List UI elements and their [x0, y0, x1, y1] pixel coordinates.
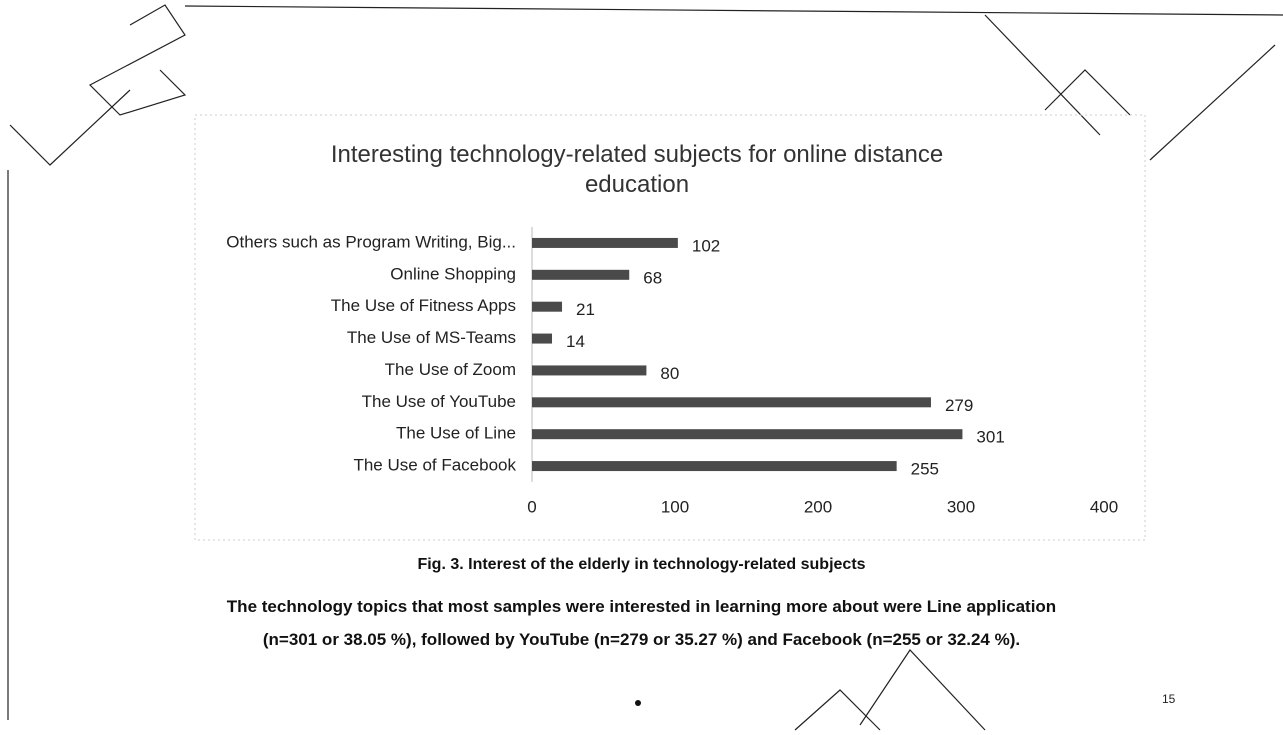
- value-label: 21: [576, 300, 595, 319]
- bar: [532, 237, 678, 248]
- value-label: 80: [660, 364, 679, 383]
- value-label: 102: [692, 236, 720, 255]
- caption: Fig. 3. Interest of the elderly in techn…: [417, 556, 866, 573]
- y-tick-label: The Use of MS-Teams: [347, 328, 516, 347]
- decoration: [7, 4, 1283, 731]
- bar: [532, 333, 553, 344]
- y-tick-label: The Use of YouTube: [362, 392, 516, 411]
- y-tick-label: The Use of Fitness Apps: [331, 296, 516, 315]
- value-label: 68: [643, 268, 662, 287]
- bar: [532, 365, 647, 376]
- bar: [532, 397, 931, 408]
- x-tick-label: 100: [661, 497, 689, 516]
- paragraph-line: (n=301 or 38.05 %), followed by YouTube …: [262, 630, 1021, 649]
- value-label: 255: [911, 460, 939, 479]
- bar: [532, 269, 630, 280]
- y-tick-label: The Use of Line: [396, 424, 516, 443]
- bar: [532, 461, 897, 472]
- value-label: 14: [566, 332, 585, 351]
- x-tick-label: 0: [527, 497, 536, 516]
- chart-title: Interesting technology-related subjects …: [330, 141, 944, 198]
- page-number: 15: [1162, 692, 1176, 706]
- x-tick-label: 300: [947, 497, 975, 516]
- y-tick-label: Online Shopping: [390, 264, 516, 283]
- dot: [635, 700, 641, 706]
- y-tick-label: The Use of Facebook: [353, 456, 516, 475]
- y-tick-label: The Use of Zoom: [385, 360, 516, 379]
- y-tick-label: Others such as Program Writing, Big...: [226, 232, 516, 251]
- bar: [532, 301, 563, 312]
- x-tick-label: 200: [804, 497, 832, 516]
- value-label: 279: [945, 396, 973, 415]
- paragraph-line: The technology topics that most samples …: [226, 597, 1057, 616]
- chart-border: [194, 114, 1146, 541]
- value-label: 301: [976, 428, 1004, 447]
- bar: [532, 429, 963, 440]
- x-tick-label: 400: [1090, 497, 1118, 516]
